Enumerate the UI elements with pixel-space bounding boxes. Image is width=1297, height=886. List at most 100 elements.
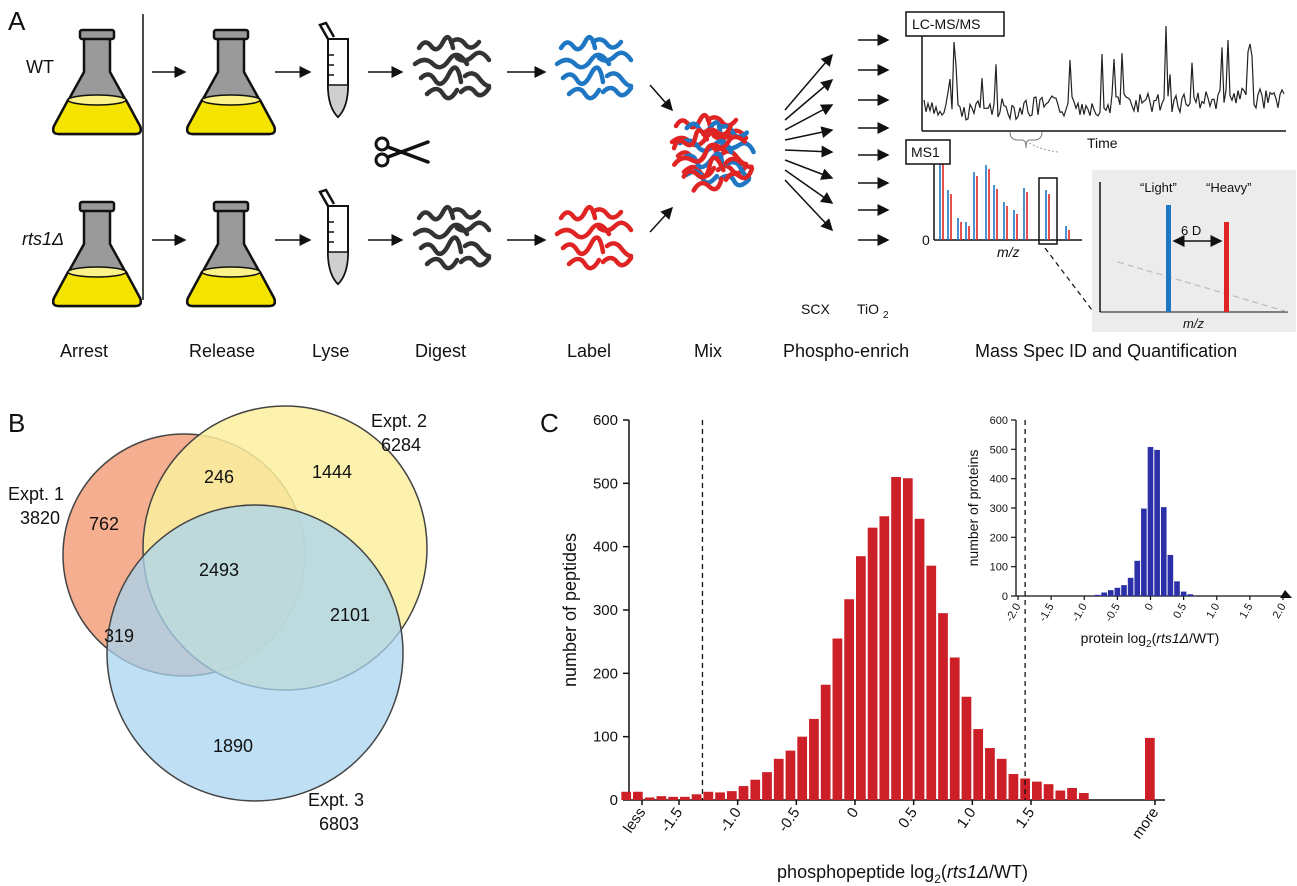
inset-bar — [1167, 554, 1174, 596]
histogram-bar — [668, 796, 678, 800]
inset-y-tick-label: 600 — [990, 415, 1008, 427]
x-title-italic: rts1Δ — [947, 862, 989, 882]
heavy-peak — [1224, 222, 1229, 312]
histogram-bar — [926, 565, 937, 800]
expt1-name: Expt. 1 — [8, 484, 64, 504]
inset-y-tick-label: 400 — [990, 474, 1008, 486]
ms1-zoom-box — [1038, 177, 1058, 245]
peptides-icon-mix — [667, 115, 757, 197]
histogram-bar — [656, 796, 667, 800]
histogram-bar — [703, 791, 714, 800]
histogram-bar — [644, 797, 655, 800]
histogram-bar — [1020, 778, 1030, 800]
histogram-bar — [750, 779, 761, 800]
histogram-bar — [1078, 793, 1089, 800]
histogram-bar — [891, 477, 901, 800]
inset-y-tick-label: 200 — [990, 532, 1008, 544]
x-tick-label: -1.0 — [716, 805, 745, 836]
ms1-mz-label: m/z — [997, 244, 1020, 260]
venn-e2-e3: 2101 — [330, 605, 370, 625]
inset-y-tick-label: 300 — [990, 503, 1008, 515]
flask-icon-mut-release — [185, 200, 277, 308]
protein-histogram-inset: 0 100 200 300 400 500 600 -2.0 -1.5 -1.0 -0.5 0 0.5 1… — [965, 415, 1292, 650]
venn-e1-e2: 246 — [204, 467, 234, 487]
histogram-bar — [914, 518, 925, 800]
inset-y-tick-label: 0 — [1002, 591, 1008, 603]
flask-icon-mut-arrest — [51, 200, 143, 308]
venn-e1-e3: 319 — [104, 626, 134, 646]
inset-x-tick-label: -0.5 — [1103, 602, 1123, 624]
x-title-part: /WT) — [989, 862, 1028, 882]
inset-bar — [1154, 449, 1160, 596]
lcms-chromatogram: LC-MS/MS Time — [905, 11, 1286, 151]
panel-c-letter: C — [540, 408, 559, 438]
tube-icon-mut — [318, 188, 350, 286]
peptides-icon-wt-digest — [415, 37, 489, 98]
expt3-name: Expt. 3 — [308, 790, 364, 810]
venn-all: 2493 — [199, 560, 239, 580]
histogram-bar — [621, 791, 632, 800]
panel-a-letter: A — [8, 6, 26, 36]
inset-bar — [1141, 508, 1147, 596]
histogram-bar — [902, 478, 913, 800]
inset-axis-end-marker — [1280, 590, 1292, 598]
x-tick-label: 0 — [844, 805, 863, 822]
light-peak — [1166, 205, 1171, 312]
histogram-bar — [973, 729, 984, 800]
inset-x-tick-label: 2.0 — [1271, 602, 1289, 621]
peptides-icon-mut-digest — [415, 207, 489, 268]
inset-x-title-part: protein log — [1081, 630, 1146, 646]
venn-only3: 1890 — [213, 736, 253, 756]
peptides-icon-wt-label — [557, 37, 631, 98]
histogram-bar — [773, 758, 784, 800]
y-tick-label: 600 — [593, 412, 618, 429]
inset-bar — [1187, 594, 1194, 596]
y-tick-label: 400 — [593, 539, 618, 556]
tio2-text: TiO — [857, 301, 879, 317]
tio2-subscript: 2 — [883, 310, 889, 321]
histogram-bar — [1008, 774, 1019, 800]
inset-mz-label: m/z — [1183, 316, 1204, 331]
x-axis-title: phosphopeptide log2(rts1Δ/WT) — [777, 862, 1028, 886]
inset-bar — [1121, 585, 1127, 596]
x-tick-label: 1.5 — [1012, 805, 1038, 832]
step-label: Label — [567, 341, 611, 361]
ms1-spectrum: MS1 0 m/z — [905, 139, 1093, 311]
histogram-bar — [949, 657, 960, 800]
histogram-bar — [809, 718, 819, 800]
histogram-bar — [1043, 784, 1054, 800]
venn-circle-expt3 — [106, 504, 404, 802]
venn-circle-expt2 — [142, 405, 428, 691]
inset-x-tick-label: -2.0 — [1004, 602, 1024, 624]
panel-a: A WT rts1Δ — [8, 6, 1296, 361]
histogram-bar — [1067, 787, 1077, 800]
inset-x-axis-title: protein log2(rts1Δ/WT) — [1081, 630, 1220, 650]
inset-bar — [1114, 587, 1121, 596]
expt3-total: 6803 — [319, 814, 359, 834]
histogram-bar — [996, 758, 1007, 800]
step-labels: Arrest Release Lyse Digest Label Mix Pho… — [60, 341, 1237, 361]
histogram-bar — [832, 638, 843, 800]
flow-arrows — [152, 34, 890, 246]
histogram-bar — [938, 613, 948, 800]
time-label: Time — [1087, 135, 1118, 151]
lcms-bracket — [1009, 131, 1043, 149]
histogram-bar — [820, 684, 831, 800]
histogram-bar — [715, 792, 725, 800]
histogram-bar — [785, 750, 796, 800]
step-mix: Mix — [694, 341, 722, 361]
histogram-bar — [633, 797, 643, 800]
x-title-sub: 2 — [934, 872, 941, 886]
heavy-light-inset: “Light” “Heavy” 6 D m/z — [1092, 170, 1296, 332]
inset-bar — [1134, 560, 1141, 596]
x-tick-label: less — [620, 805, 649, 837]
y-tick-label: 100 — [593, 729, 618, 746]
scissors-icon — [374, 136, 430, 168]
inset-y-tick-label: 500 — [990, 444, 1008, 456]
histogram-bar — [1055, 790, 1066, 800]
x-tick-label: more — [1129, 805, 1163, 843]
histogram-bar — [680, 796, 690, 800]
bar-less — [633, 791, 643, 800]
x-tick-label: 1.0 — [954, 805, 980, 832]
